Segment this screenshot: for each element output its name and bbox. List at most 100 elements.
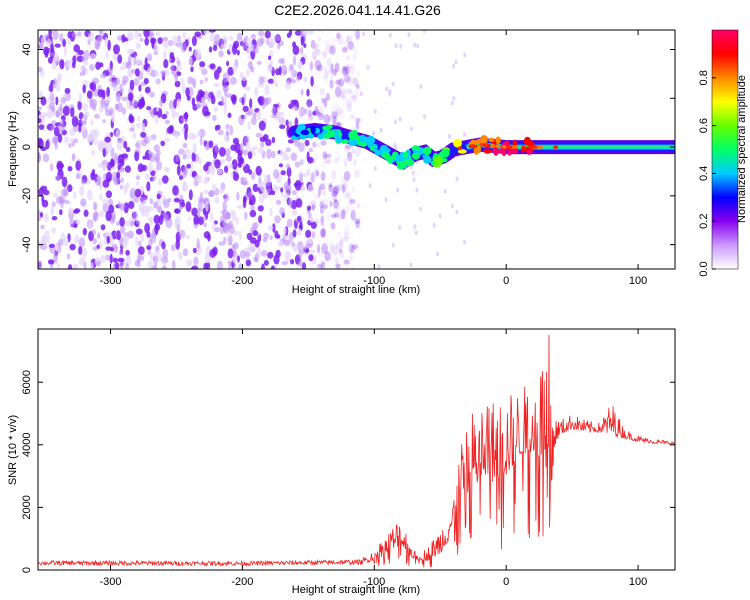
noise-speck (102, 163, 107, 172)
noise-speck (92, 237, 98, 245)
noise-speck (174, 80, 181, 88)
noise-speck (398, 225, 402, 230)
noise-speck (285, 119, 289, 127)
noise-speck (239, 157, 245, 165)
noise-speck (56, 74, 61, 84)
noise-speck (245, 37, 253, 48)
noise-speck (326, 69, 331, 76)
noise-speck (220, 96, 224, 106)
noise-speck (308, 147, 313, 153)
noise-speck (165, 167, 170, 173)
noise-speck (47, 97, 51, 104)
signal-blob (364, 136, 373, 146)
noise-speck (197, 207, 201, 218)
noise-speck (307, 116, 314, 121)
noise-speck (338, 90, 343, 100)
noise-speck (182, 142, 188, 149)
noise-speck (165, 111, 169, 115)
noise-speck (94, 39, 99, 50)
noise-speck (135, 220, 141, 225)
noise-speck (144, 86, 151, 94)
signal-blob (348, 130, 357, 140)
noise-speck (161, 265, 167, 269)
x-tick-label: 0 (503, 275, 509, 287)
noise-speck (192, 170, 197, 177)
noise-speck (82, 84, 86, 94)
y-tick-label: 0 (21, 144, 33, 150)
noise-speck (178, 229, 186, 239)
noise-speck (258, 177, 262, 185)
noise-speck (259, 136, 267, 142)
noise-speck (340, 106, 344, 114)
noise-speck (345, 88, 353, 95)
noise-speck (280, 170, 286, 176)
noise-speck (144, 222, 151, 234)
noise-speck (247, 151, 253, 160)
noise-speck (463, 52, 467, 58)
noise-speck (223, 236, 227, 244)
noise-speck (352, 53, 357, 63)
signal-blob (322, 133, 332, 139)
noise-speck (149, 218, 153, 227)
noise-speck (205, 111, 211, 116)
noise-speck (171, 64, 175, 75)
noise-speck (351, 244, 359, 250)
noise-speck (129, 79, 135, 91)
signal-blob (473, 147, 479, 155)
noise-speck (256, 110, 262, 121)
noise-speck (170, 244, 176, 252)
noise-speck (83, 50, 90, 61)
signal-blob (300, 129, 310, 135)
noise-speck (343, 145, 351, 152)
noise-speck (212, 115, 217, 121)
noise-speck (350, 65, 355, 75)
noise-speck (127, 92, 134, 102)
noise-speck (147, 260, 154, 269)
noise-speck (169, 52, 175, 60)
noise-speck (320, 171, 326, 182)
noise-speck (194, 48, 202, 59)
noise-speck (40, 185, 48, 191)
noise-speck (265, 139, 272, 146)
noise-speck (241, 76, 247, 81)
noise-speck (80, 179, 87, 185)
noise-speck (179, 204, 183, 210)
noise-speck (162, 248, 169, 259)
noise-speck (348, 87, 353, 94)
noise-speck (155, 245, 160, 252)
noise-speck (346, 35, 350, 46)
noise-speck (92, 211, 99, 221)
noise-speck (264, 84, 270, 96)
noise-speck (277, 42, 281, 50)
noise-speck (209, 249, 217, 258)
noise-speck (306, 205, 312, 211)
signal-blob (341, 139, 349, 144)
noise-speck (135, 68, 140, 77)
noise-speck (324, 236, 329, 244)
noise-speck (324, 256, 330, 262)
noise-speck (281, 64, 288, 76)
noise-speck (223, 193, 230, 202)
noise-speck (60, 97, 67, 104)
noise-speck (224, 134, 228, 142)
noise-speck (40, 224, 45, 230)
noise-speck (155, 223, 161, 231)
noise-speck (266, 174, 271, 184)
noise-speck (345, 144, 352, 150)
noise-speck (102, 202, 109, 213)
noise-speck (279, 149, 283, 157)
noise-speck (340, 237, 344, 245)
noise-speck (67, 264, 73, 269)
noise-speck (341, 75, 348, 80)
noise-speck (202, 215, 207, 222)
noise-speck (274, 230, 279, 239)
noise-speck (298, 142, 305, 152)
noise-speck (262, 237, 268, 243)
signal-peak (507, 145, 513, 149)
signal-blob (413, 149, 418, 154)
noise-speck (311, 204, 315, 210)
noise-speck (125, 146, 131, 153)
noise-speck (129, 187, 136, 199)
noise-speck (49, 92, 55, 102)
noise-speck (51, 227, 57, 234)
